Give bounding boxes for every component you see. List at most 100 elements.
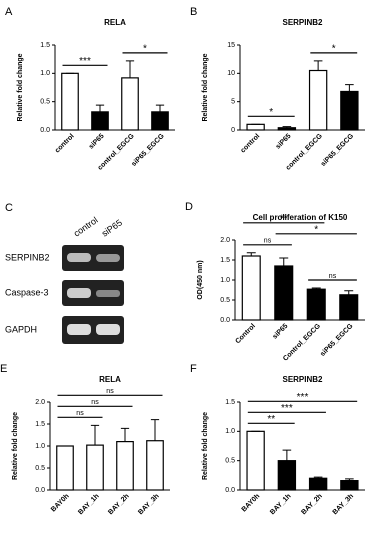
significance-label: * xyxy=(332,44,336,55)
bar xyxy=(340,480,359,491)
error-bar xyxy=(155,104,165,112)
bar xyxy=(241,255,261,321)
y-axis-label: Relative fold change xyxy=(12,412,19,480)
blot-strip xyxy=(62,280,124,306)
significance-label: *** xyxy=(79,56,91,67)
western-blot: C control siP65 SERPINB2 Caspase-3 GAPDH xyxy=(5,202,124,344)
y-tick-label: 0.5 xyxy=(225,458,235,465)
band xyxy=(96,290,120,297)
error-bar xyxy=(150,419,160,441)
y-tick-label: 0.0 xyxy=(220,317,230,324)
x-tick-label: siP65 xyxy=(275,133,293,151)
x-tick-label: control xyxy=(240,133,262,155)
y-tick-label: 0.5 xyxy=(35,465,45,472)
error-bar xyxy=(125,60,135,78)
x-tick-label: BAY0h xyxy=(241,493,262,514)
band xyxy=(96,254,120,262)
chart-title: SERPINB2 xyxy=(282,18,323,27)
bar xyxy=(61,72,79,131)
significance-label: *** xyxy=(297,392,309,403)
bar xyxy=(151,111,169,131)
error-bar xyxy=(90,424,100,446)
y-tick-label: 0.0 xyxy=(35,487,45,494)
bar xyxy=(91,111,109,131)
y-tick-label: 1.5 xyxy=(40,42,50,49)
panel-letter: A xyxy=(5,6,13,18)
bar xyxy=(274,265,294,321)
bar xyxy=(246,430,265,491)
y-axis-label: OD(450 nm) xyxy=(197,260,204,299)
x-tick-label: siP65_EGCG xyxy=(319,322,355,358)
y-tick-label: 0.0 xyxy=(40,127,50,134)
error-bar xyxy=(311,287,321,290)
band xyxy=(96,324,120,335)
significance-label: ns xyxy=(91,399,99,406)
bar xyxy=(146,440,164,491)
y-tick-label: 0 xyxy=(231,127,235,134)
x-tick-label: control xyxy=(54,133,76,155)
x-tick-label: siP65 xyxy=(272,323,290,341)
y-axis-label: Relative fold change xyxy=(17,53,24,121)
bar xyxy=(86,444,104,491)
significance-label: * xyxy=(269,107,273,118)
y-tick-label: 1.5 xyxy=(220,257,230,264)
error-bar xyxy=(95,104,105,112)
significance-label: *** xyxy=(281,403,293,414)
x-tick-label: siP65_EGCG xyxy=(320,132,356,168)
significance-label: ns xyxy=(329,273,337,280)
error-bar xyxy=(313,476,323,479)
y-axis-label: Relative fold change xyxy=(202,53,209,121)
x-tick-label: siP65_EGCG xyxy=(130,132,166,168)
band xyxy=(67,288,91,298)
x-tick-label: BAY_2h xyxy=(300,493,323,516)
band xyxy=(67,324,91,335)
bar xyxy=(339,294,359,321)
y-tick-label: 1.0 xyxy=(40,70,50,77)
error-bar xyxy=(120,427,130,442)
chart-title: RELA xyxy=(99,375,121,384)
significance-label: ** xyxy=(280,213,288,224)
y-tick-label: 0.0 xyxy=(225,487,235,494)
significance-label: * xyxy=(143,44,147,55)
y-tick-label: 1.5 xyxy=(35,421,45,428)
bar xyxy=(277,460,297,491)
bar xyxy=(56,445,74,491)
bar xyxy=(246,123,265,131)
x-tick-label: BAY_1h xyxy=(269,493,292,516)
y-tick-label: 1.5 xyxy=(225,399,235,406)
significance-label: ** xyxy=(267,414,275,425)
blot-strip xyxy=(62,245,124,271)
x-tick-label: BAY_3h xyxy=(137,493,160,516)
error-bar xyxy=(313,60,323,71)
panel-letter: C xyxy=(5,202,13,214)
row-label: SERPINB2 xyxy=(5,252,50,262)
significance-label: ns xyxy=(264,238,272,245)
bar xyxy=(306,288,326,321)
y-tick-label: 1.0 xyxy=(35,443,45,450)
row-label: GAPDH xyxy=(5,324,37,334)
y-tick-label: 0.5 xyxy=(220,297,230,304)
bar xyxy=(121,77,139,131)
y-tick-label: 1.0 xyxy=(225,428,235,435)
row-label: Caspase-3 xyxy=(5,287,49,297)
error-bar xyxy=(246,252,256,256)
y-tick-label: 2.0 xyxy=(220,237,230,244)
x-tick-label: BAY_2h xyxy=(107,493,130,516)
error-bar xyxy=(282,126,292,128)
blot-strip xyxy=(62,316,124,344)
error-bar xyxy=(345,84,354,92)
y-tick-label: 15 xyxy=(227,42,235,49)
bar xyxy=(308,69,328,131)
significance-label: ns xyxy=(106,388,114,395)
x-tick-label: siP65 xyxy=(88,133,106,151)
y-tick-label: 10 xyxy=(227,70,235,77)
bar xyxy=(308,477,328,491)
y-axis-label: Relative fold change xyxy=(202,412,209,480)
chart-title: RELA xyxy=(104,18,126,27)
bar xyxy=(116,441,134,491)
panel-letter: E xyxy=(0,363,7,375)
chart-title: Cell proliferation of K150 xyxy=(253,213,348,222)
y-tick-label: 1.0 xyxy=(220,277,230,284)
panel-letter: D xyxy=(185,201,193,213)
bar xyxy=(277,127,297,131)
